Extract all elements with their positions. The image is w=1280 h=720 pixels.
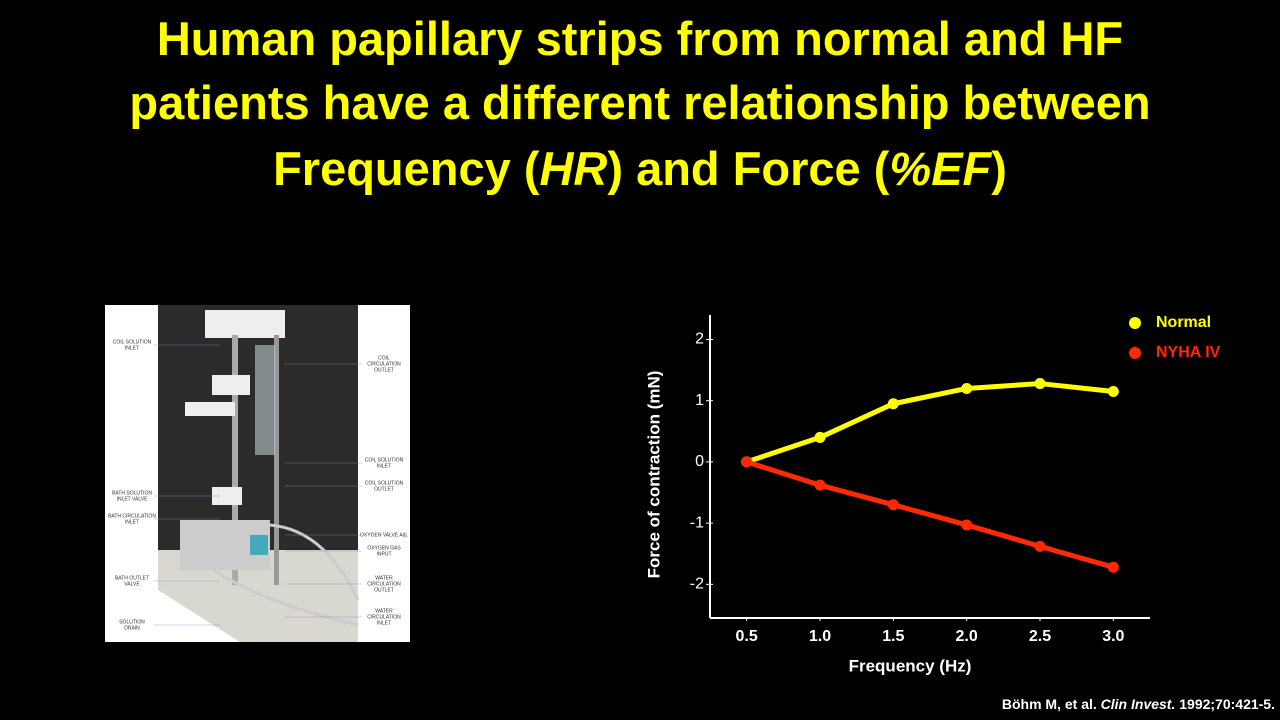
citation-part: Clin Invest.: [1101, 696, 1176, 712]
photo-tube: [199, 558, 359, 627]
photo-label: INLET: [377, 620, 391, 626]
y-tick-label: -1: [690, 514, 704, 531]
photo-label: DRAIN: [124, 625, 140, 631]
title: Human papillary strips from normal and H…: [129, 12, 1150, 195]
photo-label: COIL SOLUTION: [113, 339, 152, 345]
photo-label: INLET VALVE: [117, 496, 149, 502]
photo-label: COIL SOLUTION: [365, 480, 404, 486]
legend-marker: [1129, 317, 1141, 329]
title-line: Human papillary strips from normal and H…: [157, 12, 1123, 65]
x-tick-label: 2.0: [956, 628, 978, 645]
title-part: %EF: [889, 142, 992, 195]
photo-part: [212, 487, 242, 505]
photo-label: INPUT: [377, 551, 392, 557]
photo-label: OXYGEN GAS: [367, 545, 401, 551]
data-point: [1034, 540, 1046, 552]
legend-label: NYHA IV: [1156, 344, 1221, 361]
x-tick-label: 2.5: [1029, 628, 1051, 645]
x-axis-label: Frequency (Hz): [849, 656, 972, 675]
photo-part: [255, 345, 275, 455]
photo-part: [274, 335, 279, 585]
chart: -2 -1 0 1 2 0.5 1.0 1.5 2.0 2.5 3.0 Frequency (Hz) F…: [644, 314, 1220, 675]
title-part: patients have a different relationship b…: [129, 76, 1150, 129]
photo-label: CIRCULATION: [367, 361, 401, 367]
data-point: [1034, 378, 1046, 390]
photo-label: OUTLET: [374, 587, 394, 593]
y-tick-label: -2: [690, 576, 704, 593]
photo-label: COIL: [378, 355, 390, 361]
photo-label: INLET: [125, 345, 139, 351]
photo-label: BATH SOLUTION: [112, 490, 152, 496]
citation-part: Böhm M, et al.: [1002, 696, 1101, 712]
series-line: [745, 381, 1114, 465]
x-tick-label: 0.5: [736, 628, 758, 645]
data-point: [814, 431, 826, 443]
photo-label: INLET: [125, 519, 139, 525]
photo-label: OXYGEN VALVE Adj.: [360, 532, 408, 538]
photo-label: CIRCULATION: [367, 581, 401, 587]
photo-label: WATER: [375, 608, 393, 614]
citation: Böhm M, et al. Clin Invest. 1992;70:421-…: [1002, 696, 1275, 712]
photo-label: SOLUTION: [119, 619, 145, 625]
photo-part: [212, 375, 250, 395]
photo-part: [250, 535, 268, 555]
title-line: patients have a different relationship b…: [129, 76, 1150, 129]
data-point: [814, 479, 826, 491]
data-point: [887, 499, 899, 511]
x-tick-label: 1.0: [809, 628, 831, 645]
photo-label: WATER: [375, 575, 393, 581]
photo-label: OUTLET: [374, 367, 394, 373]
photo-label: INLET: [377, 463, 391, 469]
y-tick-label: 1: [695, 392, 704, 409]
x-tick-label: 3.0: [1102, 628, 1124, 645]
data-point: [961, 519, 973, 531]
data-point: [741, 456, 753, 468]
citation-part: 1992;70:421-5.: [1175, 696, 1275, 712]
series-line: [745, 459, 1115, 570]
title-part: Frequency (: [273, 142, 540, 195]
data-point: [1107, 386, 1119, 398]
photo-label: VALVE: [124, 581, 140, 587]
legend-label: Normal: [1156, 314, 1211, 331]
title-line: Frequency (HR) and Force (%EF): [273, 142, 1007, 195]
photo-label: CIRCULATION: [367, 614, 401, 620]
title-part: HR: [539, 142, 607, 195]
title-part: ) and Force (: [607, 142, 889, 195]
photo-label: OUTLET: [374, 486, 394, 492]
photo-base: [158, 550, 358, 642]
legend-marker: [1129, 347, 1141, 359]
x-tick-label: 1.5: [882, 628, 904, 645]
data-point: [1107, 561, 1119, 573]
y-tick-label: 2: [695, 331, 704, 348]
photo-part: [232, 335, 238, 585]
data-point: [961, 382, 973, 394]
photo-label: BATH OUTLET: [115, 575, 149, 581]
photo-part: [205, 310, 285, 338]
photo-tube: [254, 523, 360, 601]
data-point: [887, 398, 899, 410]
photo-part: [185, 402, 235, 416]
photo-label: COIL SOLUTION: [365, 457, 404, 463]
photo-label: BATH CIRCULATION: [108, 513, 156, 519]
title-part: Human papillary strips from normal and H…: [157, 12, 1123, 65]
y-axis-label: Force of contraction (mN): [644, 371, 663, 579]
y-tick-label: 0: [695, 453, 704, 470]
title-part: ): [991, 142, 1007, 195]
